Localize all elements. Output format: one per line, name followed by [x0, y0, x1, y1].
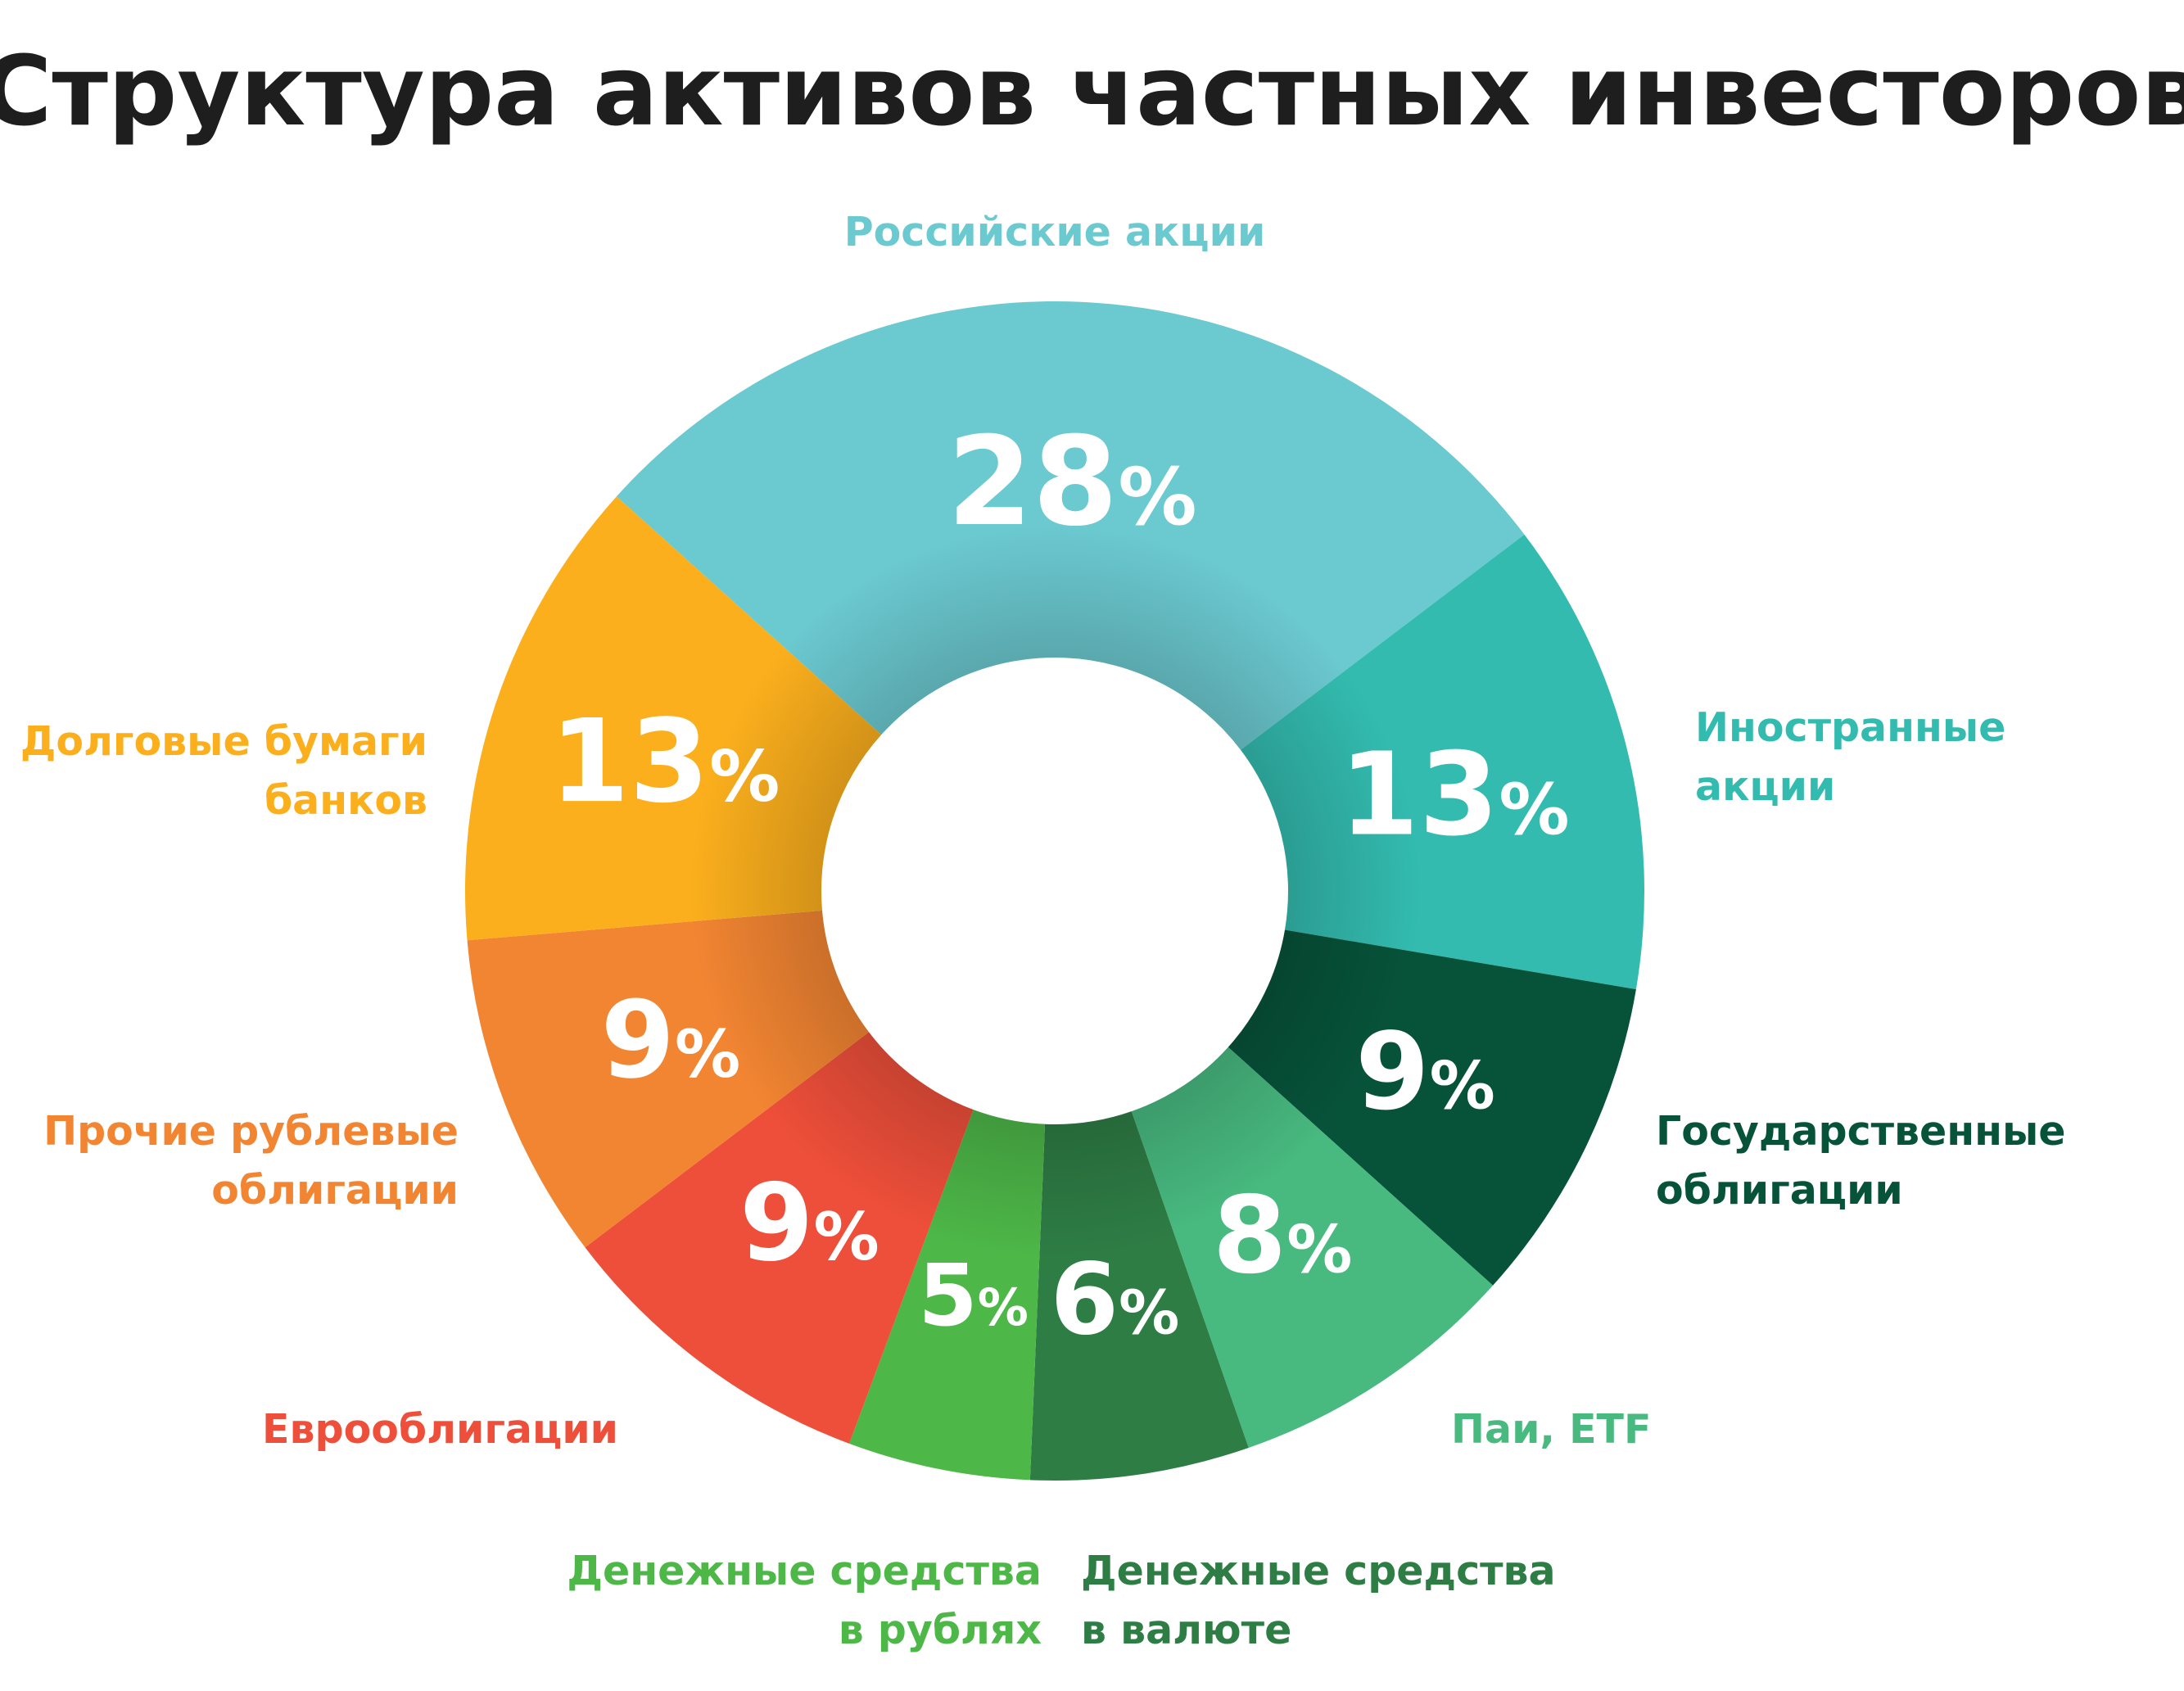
value-label: 13% [1339, 729, 1569, 862]
pie-slice-shade [1241, 534, 1644, 990]
category-labels: Российские акции Иностранные акции Государс… [20, 209, 2066, 1653]
category-label: Прочие рублевые облигации [43, 1108, 459, 1214]
value-label: 5% [918, 1246, 1029, 1345]
pie-slice-shade [585, 1032, 974, 1444]
category-label: Российские акции [844, 209, 1266, 255]
pie-slice-shade [616, 301, 1525, 750]
pie-slices [465, 301, 1644, 1481]
pie-slice-shade [467, 910, 869, 1248]
chart-title: Структура активов частных инвесторов [0, 34, 2184, 147]
pie-slice-shade [1228, 929, 1636, 1286]
value-label: 6% [1051, 1243, 1180, 1357]
category-label: Еврооблигации [262, 1406, 618, 1453]
value-label: 9% [739, 1160, 879, 1285]
value-label: 13% [549, 695, 780, 829]
category-label: Иностранные акции [1695, 704, 2005, 810]
value-label: 9% [1355, 1010, 1495, 1134]
category-label: Денежные средства в валюте [1081, 1548, 1556, 1653]
pie-slice-shade [849, 1110, 1046, 1481]
pie-slice-shade [1131, 1047, 1494, 1448]
category-label: Государственные облигации [1656, 1108, 2066, 1214]
pie-slice-shade [465, 496, 882, 941]
pie-slice-shade [1029, 1111, 1249, 1481]
value-label: 28% [947, 411, 1197, 554]
category-label: Денежные средства в рублях [567, 1548, 1042, 1653]
value-label: 9% [601, 978, 741, 1102]
category-label: Долговые бумаги банков [20, 718, 427, 824]
value-labels: 28%13%9%8%6%5%9%9%13% [549, 411, 1569, 1357]
category-label: Паи, ETF [1451, 1406, 1651, 1453]
value-label: 8% [1213, 1173, 1353, 1297]
